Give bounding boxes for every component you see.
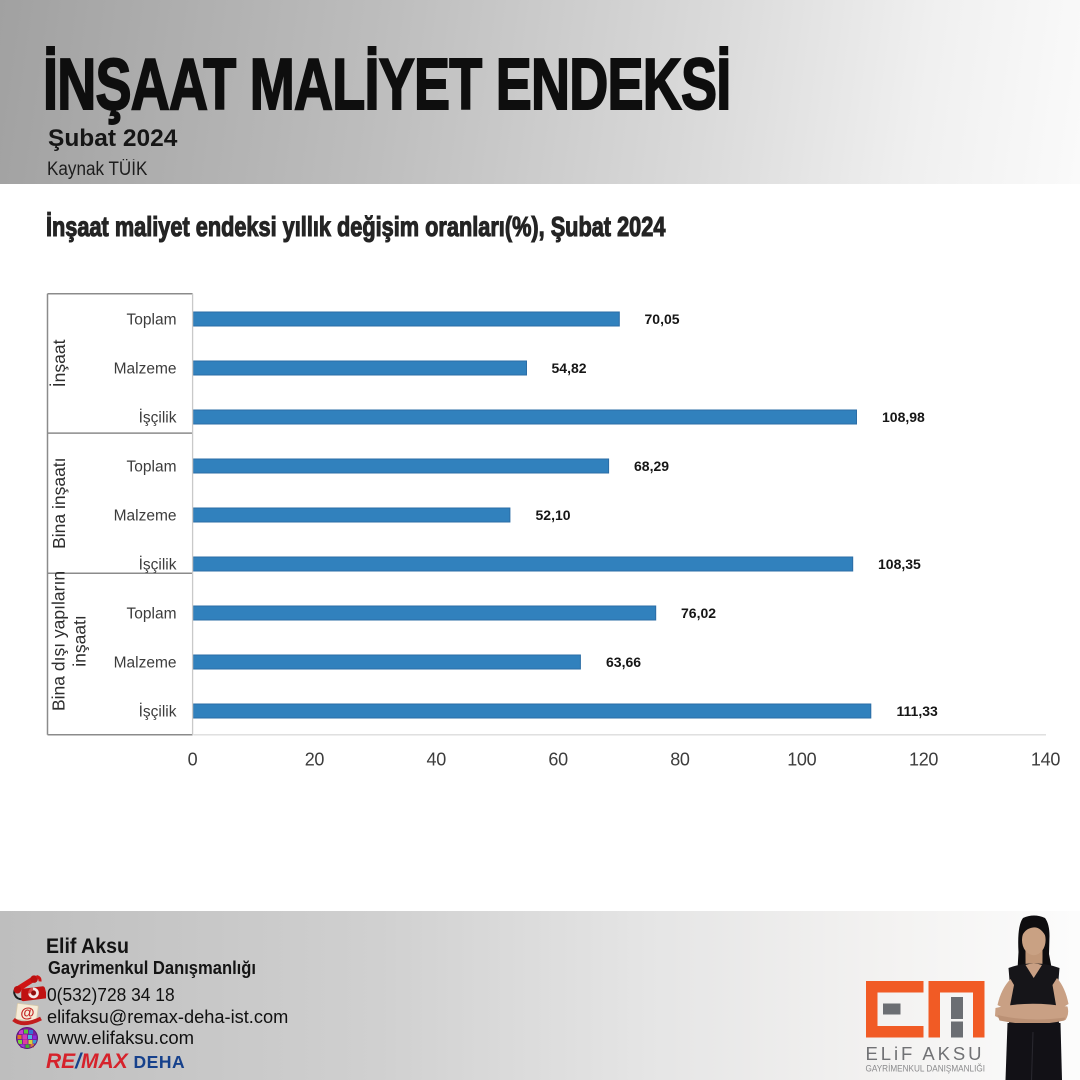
svg-text:120: 120 [909, 750, 938, 770]
svg-text:108,35: 108,35 [878, 556, 921, 572]
svg-text:54,82: 54,82 [552, 360, 587, 376]
svg-text:İşçilik: İşçilik [139, 702, 177, 720]
svg-text:60: 60 [548, 750, 568, 770]
svg-text:inşaatı: inşaatı [70, 615, 90, 667]
svg-text:Toplam: Toplam [127, 311, 177, 328]
svg-text:Malzeme: Malzeme [114, 654, 177, 671]
svg-text:Malzeme: Malzeme [114, 507, 177, 524]
svg-text:111,33: 111,33 [897, 703, 938, 719]
svg-text:0: 0 [188, 750, 198, 770]
svg-text:63,66: 63,66 [606, 654, 641, 670]
svg-text:76,02: 76,02 [681, 605, 716, 621]
svg-text:52,10: 52,10 [536, 507, 571, 523]
svg-text:İşçilik: İşçilik [139, 555, 177, 573]
svg-text:Malzeme: Malzeme [114, 360, 177, 377]
svg-text:Toplam: Toplam [127, 458, 177, 475]
svg-text:70,05: 70,05 [645, 311, 680, 327]
svg-text:GAYRİMENKUL DANIŞMANLIĞI: GAYRİMENKUL DANIŞMANLIĞI [866, 1064, 986, 1075]
svg-text:@: @ [20, 1006, 34, 1022]
svg-text:108,98: 108,98 [882, 409, 925, 425]
svg-text:40: 40 [426, 750, 446, 770]
svg-text:ELiF AKSU: ELiF AKSU [866, 1043, 985, 1064]
svg-text:20: 20 [305, 750, 325, 770]
svg-text:İnşaat: İnşaat [49, 339, 69, 387]
svg-text:80: 80 [670, 750, 690, 770]
svg-text:140: 140 [1031, 750, 1060, 770]
svg-text:Toplam: Toplam [127, 605, 177, 622]
svg-text:68,29: 68,29 [634, 458, 669, 474]
svg-text:Bina dışı yapıların: Bina dışı yapıların [49, 571, 69, 711]
svg-text:İşçilik: İşçilik [139, 408, 177, 426]
svg-text:100: 100 [787, 750, 816, 770]
svg-text:Bina inşaatı: Bina inşaatı [49, 457, 69, 548]
